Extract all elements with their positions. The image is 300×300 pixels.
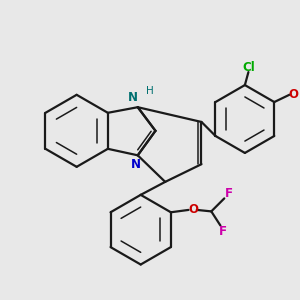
Text: F: F <box>219 225 227 238</box>
Text: N: N <box>128 91 138 104</box>
Text: Cl: Cl <box>242 61 255 74</box>
Text: H: H <box>146 86 153 96</box>
Text: O: O <box>289 88 299 101</box>
Text: N: N <box>131 158 141 171</box>
Text: F: F <box>225 187 233 200</box>
Text: O: O <box>188 203 198 216</box>
